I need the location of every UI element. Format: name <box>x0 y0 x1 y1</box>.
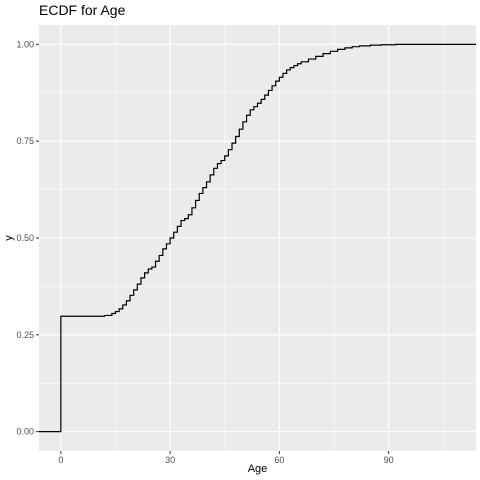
x-axis-title: Age <box>248 463 268 475</box>
x-tick-label: 0 <box>58 455 63 465</box>
x-tick-label: 60 <box>274 455 284 465</box>
y-tick-label: 1.00 <box>16 39 34 49</box>
ecdf-step-line <box>39 43 476 433</box>
axis-ticks: 0 30 60 90 0.00 0.25 0.50 0.75 1.00 <box>16 39 393 465</box>
x-tick-label: 30 <box>165 455 175 465</box>
y-tick-label: 0.00 <box>16 427 34 437</box>
y-axis-title: y <box>3 235 15 241</box>
y-tick-label: 0.75 <box>16 136 34 146</box>
y-tick-label: 0.25 <box>16 330 34 340</box>
chart-title: ECDF for Age <box>39 2 126 18</box>
x-tick-label: 90 <box>384 455 394 465</box>
y-tick-label: 0.50 <box>16 233 34 243</box>
